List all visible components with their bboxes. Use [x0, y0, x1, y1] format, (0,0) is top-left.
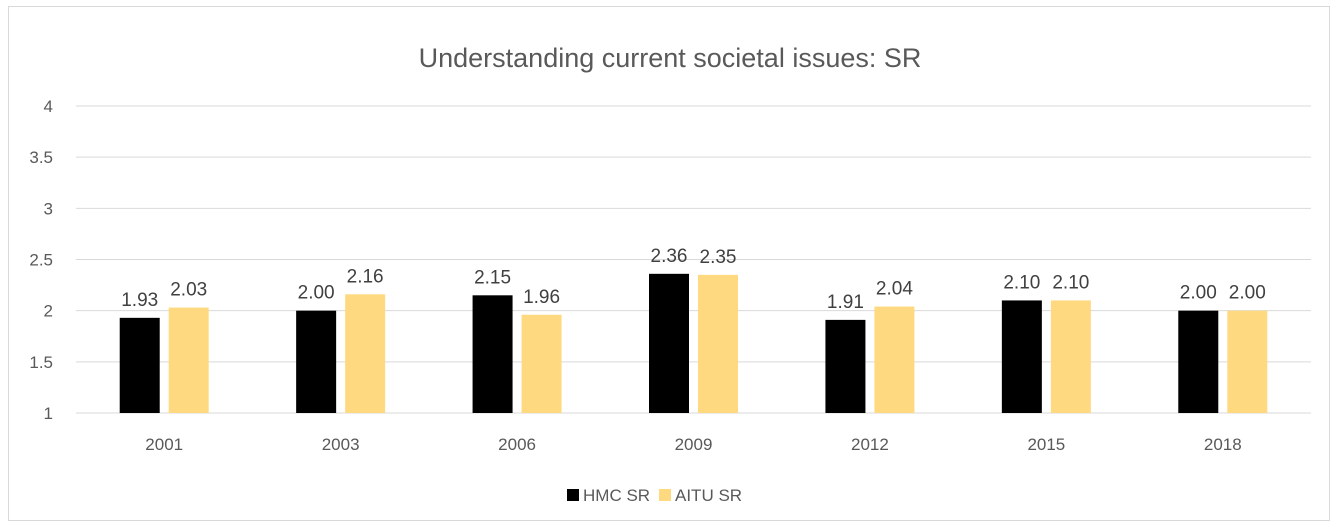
y-tick-label: 1 — [44, 404, 53, 423]
x-tick-label: 2003 — [322, 435, 360, 454]
bars — [119, 273, 1268, 413]
data-label: 2.04 — [876, 279, 913, 300]
y-axis-ticks: 1 1.5 2 2.5 3 3.5 4 — [29, 97, 53, 423]
data-labels: 1.93 2.03 2.00 2.16 2.15 1.96 2.36 2.35 1.91 2.04… — [121, 246, 1266, 313]
bar-aitu-sr — [874, 306, 915, 413]
legend-swatch — [567, 489, 579, 501]
bar-hmc-sr — [825, 319, 866, 413]
data-label: 2.10 — [1003, 272, 1040, 293]
gridlines — [76, 105, 1311, 414]
y-tick-label: 2.5 — [29, 251, 53, 270]
bar-aitu-sr — [1050, 300, 1091, 413]
y-tick-label: 2 — [44, 302, 53, 321]
y-tick-label: 4 — [44, 97, 53, 116]
data-label: 2.00 — [1180, 283, 1217, 304]
bar-hmc-sr — [119, 317, 160, 413]
y-tick-label: 3 — [44, 199, 53, 218]
bar-aitu-sr — [698, 274, 738, 413]
data-label: 1.93 — [121, 290, 158, 311]
bar-hmc-sr — [649, 273, 689, 413]
x-axis-ticks: 2001 2003 2006 2009 2012 2015 2018 — [145, 435, 1241, 454]
data-label: 2.00 — [298, 283, 335, 304]
data-label: 1.96 — [523, 287, 560, 308]
legend-label: AITU SR — [675, 486, 742, 505]
x-tick-label: 2006 — [498, 435, 536, 454]
chart-title: Understanding current societal issues: S… — [419, 43, 922, 73]
y-tick-label: 3.5 — [29, 148, 53, 167]
data-label: 2.10 — [1052, 272, 1089, 293]
data-label: 2.15 — [474, 267, 511, 288]
legend-label: HMC SR — [583, 486, 650, 505]
bar-aitu-sr — [521, 314, 562, 413]
bar-hmc-sr — [1178, 310, 1219, 413]
bar-hmc-sr — [472, 295, 513, 413]
bar-hmc-sr — [1001, 300, 1042, 413]
x-tick-label: 2009 — [675, 435, 713, 454]
chart-frame: Understanding current societal issues: S… — [8, 6, 1330, 521]
data-label: 1.91 — [827, 292, 864, 313]
bar-aitu-sr — [1227, 310, 1268, 413]
x-tick-label: 2018 — [1204, 435, 1242, 454]
x-tick-label: 2015 — [1027, 435, 1065, 454]
legend: HMC SR AITU SR — [567, 486, 742, 505]
legend-swatch — [659, 489, 671, 501]
data-label: 2.03 — [170, 280, 207, 301]
data-label: 2.36 — [651, 246, 688, 267]
x-tick-label: 2001 — [145, 435, 183, 454]
bar-hmc-sr — [296, 310, 337, 413]
data-label: 2.16 — [347, 266, 384, 287]
x-tick-label: 2012 — [851, 435, 889, 454]
data-label: 2.35 — [700, 247, 737, 268]
data-label: 2.00 — [1229, 283, 1266, 304]
bar-aitu-sr — [168, 307, 209, 413]
y-tick-label: 1.5 — [29, 353, 53, 372]
bar-aitu-sr — [345, 294, 386, 413]
